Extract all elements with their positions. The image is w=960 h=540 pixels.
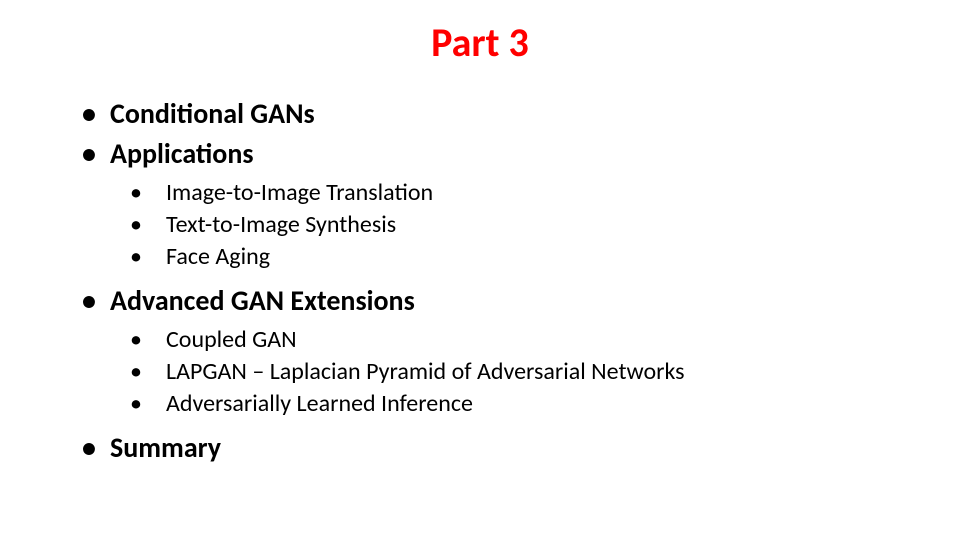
bullet-list: Conditional GANs Applications Image-to-Ima…	[60, 95, 900, 467]
sub-bullet-list: Coupled GANLAPGAN – Laplacian Pyramid of…	[82, 324, 900, 421]
bullet-item: Applications	[82, 135, 900, 173]
bullet-item: Summary	[82, 429, 900, 467]
sub-bullet-item: Coupled GAN	[130, 324, 900, 356]
sub-bullet-item: Text-to-Image Synthesis	[130, 209, 900, 241]
bullet-label: Summary	[110, 430, 221, 465]
sub-bullet-item: Adversarially Learned Inference	[130, 388, 900, 420]
bullet-item: Advanced GAN Extensions	[82, 282, 900, 320]
sub-bullet-item: Face Aging	[130, 241, 900, 273]
bullet-label: Advanced GAN Extensions	[110, 283, 415, 318]
sub-bullet-item: Image-to-Image Translation	[130, 177, 900, 209]
slide-title: Part 3	[60, 18, 900, 67]
bullet-item: Conditional GANs	[82, 95, 900, 133]
sub-bullet-item: LAPGAN – Laplacian Pyramid of Adversaria…	[130, 356, 900, 388]
bullet-label: Applications	[110, 136, 254, 171]
slide: Part 3 Conditional GANs Applications Image…	[0, 0, 960, 540]
bullet-label: Conditional GANs	[110, 96, 315, 131]
sub-bullet-list: Image-to-Image TranslationText-to-Image …	[82, 177, 900, 274]
